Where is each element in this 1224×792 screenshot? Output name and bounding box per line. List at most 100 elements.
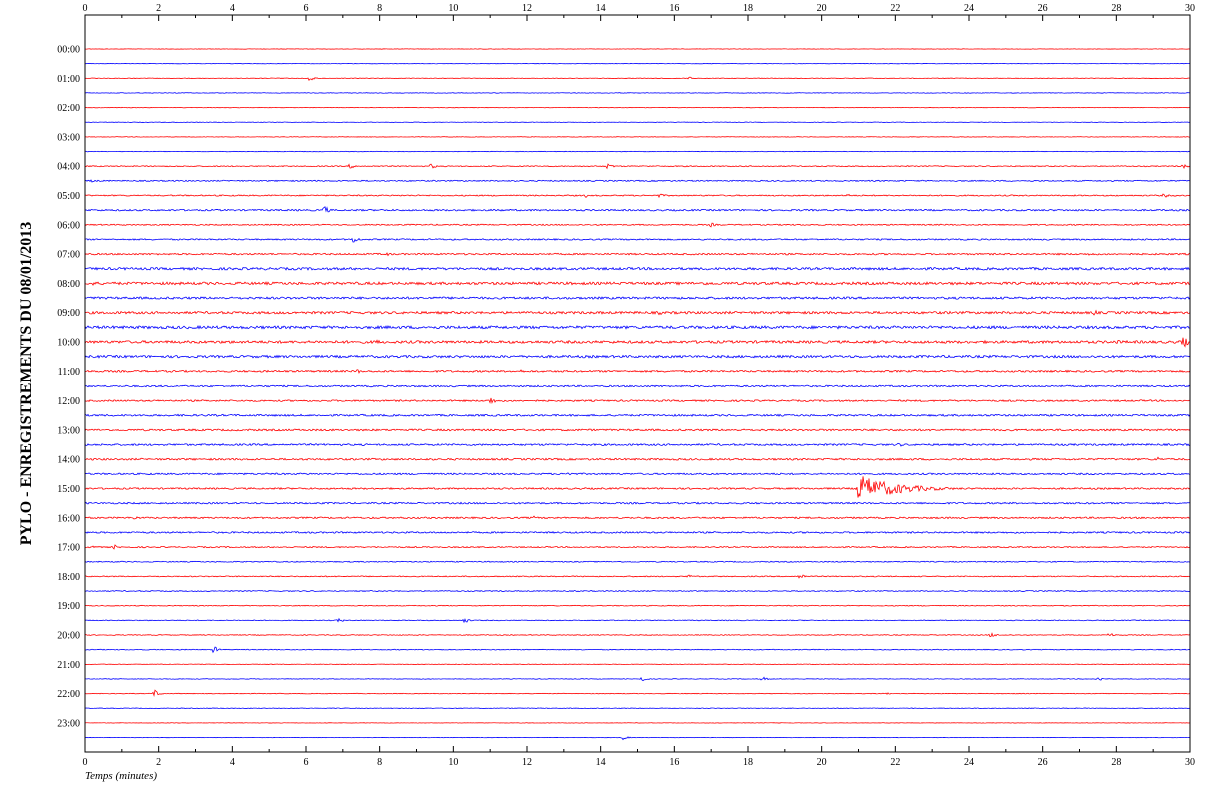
trace-line — [84, 206, 1191, 213]
bottom-tick-label: 20 — [817, 757, 827, 768]
trace-line — [84, 369, 1191, 374]
top-tick-label: 0 — [83, 3, 88, 14]
top-tick-label: 2 — [156, 3, 161, 14]
trace-line — [84, 413, 1191, 417]
top-tick-label: 4 — [230, 3, 235, 14]
trace-line — [84, 106, 1191, 109]
trace-line — [84, 92, 1191, 94]
trace-line — [84, 646, 1191, 654]
hour-label: 05:00 — [57, 191, 80, 202]
trace-line — [84, 456, 1191, 461]
trace-line — [84, 324, 1191, 330]
hour-label: 07:00 — [57, 250, 80, 261]
bottom-tick-label: 12 — [522, 757, 532, 768]
top-tick-label: 28 — [1111, 3, 1121, 14]
bottom-tick-label: 8 — [377, 757, 382, 768]
trace-line — [84, 472, 1191, 476]
trace-line — [84, 544, 1191, 550]
hour-label: 19:00 — [57, 601, 80, 612]
trace-line — [84, 632, 1191, 638]
trace-line — [84, 663, 1191, 666]
trace-line — [84, 252, 1191, 257]
hour-label: 10:00 — [57, 338, 80, 349]
hour-label: 18:00 — [57, 572, 80, 583]
chart-title: PYLO - ENREGISTREMENTS DU 08/01/2013 — [18, 222, 35, 546]
hour-labels: 00:00 01:00 02:00 03:00 04:00 05:00 06:00 07:00… — [57, 45, 80, 730]
bottom-tick-label: 30 — [1185, 757, 1195, 768]
seismogram-traces — [84, 48, 1191, 741]
bottom-tick-label: 24 — [964, 757, 974, 768]
trace-line — [84, 736, 1191, 741]
trace-line — [84, 136, 1191, 138]
trace-line — [84, 354, 1191, 359]
hour-label: 12:00 — [57, 396, 80, 407]
hour-label: 13:00 — [57, 425, 80, 436]
trace-line — [84, 676, 1191, 682]
plot-frame — [84, 14, 1191, 753]
bottom-tick-label: 10 — [448, 757, 458, 768]
top-tick-label: 20 — [817, 3, 827, 14]
top-tick-label: 6 — [304, 3, 309, 14]
hour-label: 17:00 — [57, 543, 80, 554]
trace-line — [84, 193, 1191, 199]
hour-label: 02:00 — [57, 103, 80, 114]
top-tick-label: 30 — [1185, 3, 1195, 14]
top-tick-label: 12 — [522, 3, 532, 14]
bottom-tick-label: 16 — [669, 757, 679, 768]
bottom-tick-label: 6 — [304, 757, 309, 768]
trace-line — [84, 707, 1191, 709]
bottom-tick-label: 0 — [83, 757, 88, 768]
hour-label: 21:00 — [57, 660, 80, 671]
trace-line — [84, 179, 1191, 183]
top-tick-label: 18 — [743, 3, 753, 14]
hour-label: 00:00 — [57, 45, 80, 56]
trace-line — [84, 384, 1191, 388]
top-tick-label: 22 — [890, 3, 900, 14]
trace-line — [84, 442, 1191, 447]
trace-line — [84, 121, 1191, 123]
top-tick-label: 14 — [596, 3, 606, 14]
bottom-tick-label: 26 — [1038, 757, 1048, 768]
top-tick-label: 16 — [669, 3, 679, 14]
bottom-tick-label: 4 — [230, 757, 235, 768]
hour-label: 04:00 — [57, 162, 80, 173]
hour-label: 06:00 — [57, 220, 80, 231]
bottom-tick-label: 2 — [156, 757, 161, 768]
top-tick-label: 8 — [377, 3, 382, 14]
bottom-tick-label: 22 — [890, 757, 900, 768]
trace-line — [84, 397, 1191, 405]
hour-label: 03:00 — [57, 132, 80, 143]
trace-line — [84, 560, 1191, 563]
top-tick-label: 24 — [964, 3, 974, 14]
trace-line — [84, 76, 1191, 81]
hour-label: 22:00 — [57, 689, 80, 700]
hour-label: 14:00 — [57, 455, 80, 466]
bottom-tick-label: 18 — [743, 757, 753, 768]
hour-label: 23:00 — [57, 718, 80, 729]
hour-label: 15:00 — [57, 484, 80, 495]
trace-line — [84, 237, 1191, 243]
trace-line — [84, 281, 1191, 286]
top-x-axis: 0 2 4 6 8 10 12 14 16 18 20 22 24 26 28 30 — [83, 3, 1195, 21]
trace-line — [84, 337, 1191, 348]
hour-label: 09:00 — [57, 308, 80, 319]
trace-line — [84, 266, 1191, 271]
trace-line — [84, 604, 1191, 607]
bottom-tick-label: 14 — [596, 757, 606, 768]
bottom-tick-label: 28 — [1111, 757, 1121, 768]
trace-line — [84, 309, 1191, 316]
trace-line — [84, 428, 1191, 432]
top-tick-label: 26 — [1038, 3, 1048, 14]
top-tick-label: 10 — [448, 3, 458, 14]
trace-line — [84, 515, 1191, 520]
trace-line — [84, 163, 1191, 170]
trace-line — [84, 574, 1191, 579]
trace-line — [84, 617, 1191, 624]
hour-label: 01:00 — [57, 74, 80, 85]
hour-label: 08:00 — [57, 279, 80, 290]
trace-line — [84, 501, 1191, 505]
trace-line — [84, 530, 1191, 534]
hour-label: 11:00 — [58, 367, 80, 378]
trace-line — [84, 689, 1191, 697]
